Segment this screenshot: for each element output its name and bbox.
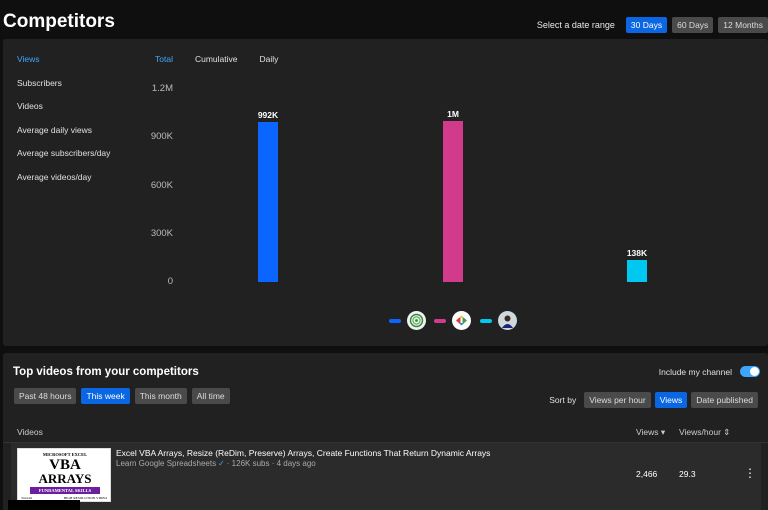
include-my-channel-toggle[interactable] <box>740 366 760 377</box>
tab-daily[interactable]: Daily <box>259 54 279 64</box>
metric-videos[interactable]: Videos <box>17 101 43 111</box>
video-meta: Learn Google Spreadsheets ✓ · 126K subs … <box>116 459 316 468</box>
thumb-band: FUNDAMENTAL SKILLS <box>30 487 100 494</box>
channel-subs: 126K subs <box>231 459 270 468</box>
period-all-time-button[interactable]: All time <box>191 388 230 404</box>
sort-views-per-hour-button[interactable]: Views per hour <box>584 392 651 408</box>
verified-check-icon: ✓ <box>218 459 225 468</box>
page-title: Competitors <box>3 11 115 32</box>
tab-total[interactable]: Total <box>155 54 173 64</box>
bar-value-label: 992K <box>257 110 279 121</box>
y-tick-label: 900K <box>150 131 173 143</box>
tab-cumulative[interactable]: Cumulative <box>194 54 238 64</box>
video-thumbnail[interactable]: MICROSOFT EXCEL VBA ARRAYS FUNDAMENTAL S… <box>17 448 111 502</box>
bar-value-label: 138K <box>626 247 648 258</box>
top-bar: Competitors Select a date range 30 Days … <box>0 0 768 40</box>
meta-separator: · <box>226 459 232 468</box>
legend-swatch <box>389 318 401 323</box>
y-tick-label: 300K <box>150 227 173 239</box>
range-30-days-button[interactable]: 30 Days <box>625 17 668 33</box>
legend-swatch <box>434 318 446 323</box>
column-views-hour-label: Views/hour <box>679 427 721 437</box>
top-videos-title: Top videos from your competitors <box>13 366 199 378</box>
overlay-bar <box>8 500 80 510</box>
table-header: Videos Views ▾ Views/hour ⇕ <box>3 421 768 443</box>
caret-down-icon: ▾ <box>660 427 666 437</box>
metric-views[interactable]: Views <box>17 54 40 64</box>
bar-channel-2[interactable] <box>443 121 463 282</box>
metric-subscribers[interactable]: Subscribers <box>17 77 62 88</box>
date-range-selector: Select a date range 30 Days 60 Days 12 M… <box>537 17 768 33</box>
more-options-icon[interactable]: ⋮ <box>744 466 756 480</box>
thumb-line-2: VBA <box>49 457 81 473</box>
sort-controls: Sort by Views per hour Views Date publis… <box>549 392 758 408</box>
period-this-week-button[interactable]: This week <box>81 388 130 404</box>
y-tick-label: 0 <box>167 276 173 287</box>
date-range-label: Select a date range <box>536 20 615 30</box>
column-videos: Videos <box>17 427 43 437</box>
metric-average-daily-views[interactable]: Average daily views <box>17 124 92 135</box>
sort-by-label: Sort by <box>549 395 577 405</box>
thumb-footer-right: HIGH RESOLUTION VIDEO <box>63 496 107 500</box>
metric-average-videos-day[interactable]: Average videos/day <box>17 171 92 182</box>
metric-list: Views Subscribers Videos Average daily v… <box>17 54 110 195</box>
range-12-months-button[interactable]: 12 Months <box>718 17 768 33</box>
person-photo-avatar-icon <box>498 311 517 330</box>
bar-channel-1[interactable] <box>258 122 278 282</box>
period-this-month-button[interactable]: This month <box>134 388 187 404</box>
include-my-channel: Include my channel <box>659 366 760 377</box>
column-views-hour[interactable]: Views/hour ⇕ <box>679 427 730 438</box>
video-views: 2,466 <box>636 469 658 479</box>
column-views-label: Views <box>636 427 659 437</box>
legend-item-channel-2[interactable] <box>434 311 471 330</box>
toggle-knob <box>750 367 759 376</box>
comparison-chart-panel: Views Subscribers Videos Average daily v… <box>3 39 768 346</box>
meta-separator: · <box>269 459 277 468</box>
thumb-line-3: ARRAYS <box>38 471 92 486</box>
range-60-days-button[interactable]: 60 Days <box>672 17 714 33</box>
sort-views-button[interactable]: Views <box>654 392 688 408</box>
bar-value-label: 1M <box>447 109 459 120</box>
y-tick-label: 600K <box>150 179 173 191</box>
legend-item-channel-3[interactable] <box>480 311 517 330</box>
arrows-logo-avatar-icon <box>452 311 471 330</box>
chart-mode-tabs: Total Cumulative Daily <box>155 54 300 64</box>
y-tick-label: 1.2M <box>151 83 173 94</box>
video-title[interactable]: Excel VBA Arrays, Resize (ReDim, Preserv… <box>116 448 491 458</box>
video-views-per-hour: 29.3 <box>679 469 696 479</box>
green-swirl-avatar-icon <box>407 311 426 330</box>
video-age: 4 days ago <box>276 459 316 468</box>
channel-name[interactable]: Learn Google Spreadsheets <box>116 459 217 468</box>
period-past-48-hours-button[interactable]: Past 48 hours <box>14 388 77 404</box>
table-row[interactable]: MICROSOFT EXCEL VBA ARRAYS FUNDAMENTAL S… <box>11 443 761 510</box>
sort-updown-icon: ⇕ <box>723 427 731 437</box>
thumb-line-1: MICROSOFT EXCEL <box>42 452 88 457</box>
bar-channel-3[interactable] <box>627 259 647 282</box>
column-views[interactable]: Views ▾ <box>636 427 665 438</box>
top-videos-panel: Top videos from your competitors Include… <box>3 353 768 510</box>
metric-average-subscribers-day[interactable]: Average subscribers/day <box>17 148 111 158</box>
period-filters: Past 48 hours This week This month All t… <box>14 388 235 404</box>
thumb-footer-left: Tutorial <box>21 496 33 500</box>
include-my-channel-label: Include my channel <box>658 366 732 377</box>
legend-item-channel-1[interactable] <box>389 311 426 330</box>
sort-date-published-button[interactable]: Date published <box>691 392 758 408</box>
legend-swatch <box>480 318 492 323</box>
